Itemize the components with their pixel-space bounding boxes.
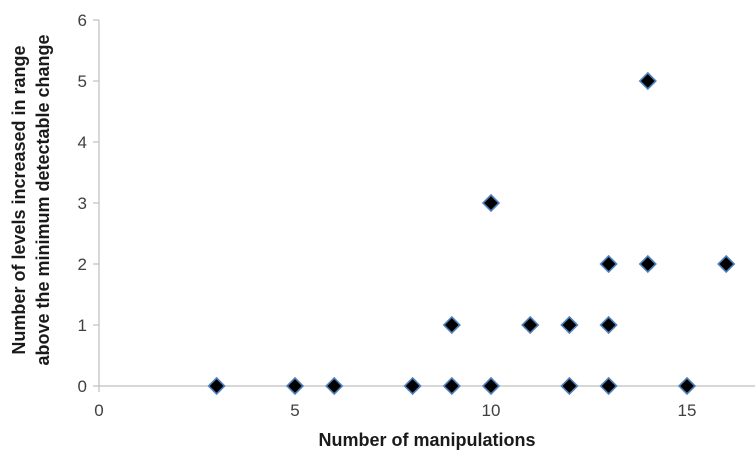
data-point-marker bbox=[560, 315, 579, 335]
data-point-marker bbox=[717, 254, 736, 274]
y-axis-title: Number of levels increased in range abov… bbox=[9, 34, 53, 365]
x-tick-label: 15 bbox=[678, 401, 697, 420]
data-point-marker bbox=[285, 376, 305, 396]
data-point-marker bbox=[638, 71, 657, 91]
y-axis-title-line-1: Number of levels increased in range bbox=[9, 45, 29, 354]
data-point-marker bbox=[638, 254, 657, 274]
data-point-marker bbox=[442, 376, 461, 396]
y-tick-label: 2 bbox=[78, 255, 87, 274]
data-point-marker bbox=[325, 376, 344, 396]
data-point-marker bbox=[442, 315, 461, 335]
y-tick-label: 6 bbox=[78, 11, 87, 30]
data-point-marker bbox=[677, 376, 697, 396]
x-tick-label: 0 bbox=[94, 401, 103, 420]
data-point-marker bbox=[403, 376, 422, 396]
data-point-marker bbox=[481, 376, 501, 396]
x-tick-label: 10 bbox=[482, 401, 501, 420]
data-point-marker bbox=[599, 376, 618, 396]
y-axis-title-line-2: above the minimum detectable change bbox=[33, 34, 53, 365]
data-point-marker bbox=[481, 193, 501, 213]
data-point-marker bbox=[207, 376, 226, 396]
data-point-marker bbox=[560, 376, 579, 396]
axes bbox=[93, 19, 755, 392]
data-point-marker bbox=[521, 315, 540, 335]
tick-labels: 0 1 2 3 4 5 6 0 5 10 15 bbox=[78, 11, 697, 420]
data-points bbox=[207, 71, 736, 396]
y-tick-label: 0 bbox=[78, 377, 87, 396]
x-tick-label: 5 bbox=[290, 401, 299, 420]
y-tick-label: 3 bbox=[78, 194, 87, 213]
data-point-marker bbox=[599, 315, 618, 335]
x-axis-title: Number of manipulations bbox=[318, 430, 535, 450]
y-tick-label: 4 bbox=[78, 133, 87, 152]
data-point-marker bbox=[599, 254, 618, 274]
y-tick-label: 1 bbox=[78, 316, 87, 335]
y-tick-label: 5 bbox=[78, 72, 87, 91]
